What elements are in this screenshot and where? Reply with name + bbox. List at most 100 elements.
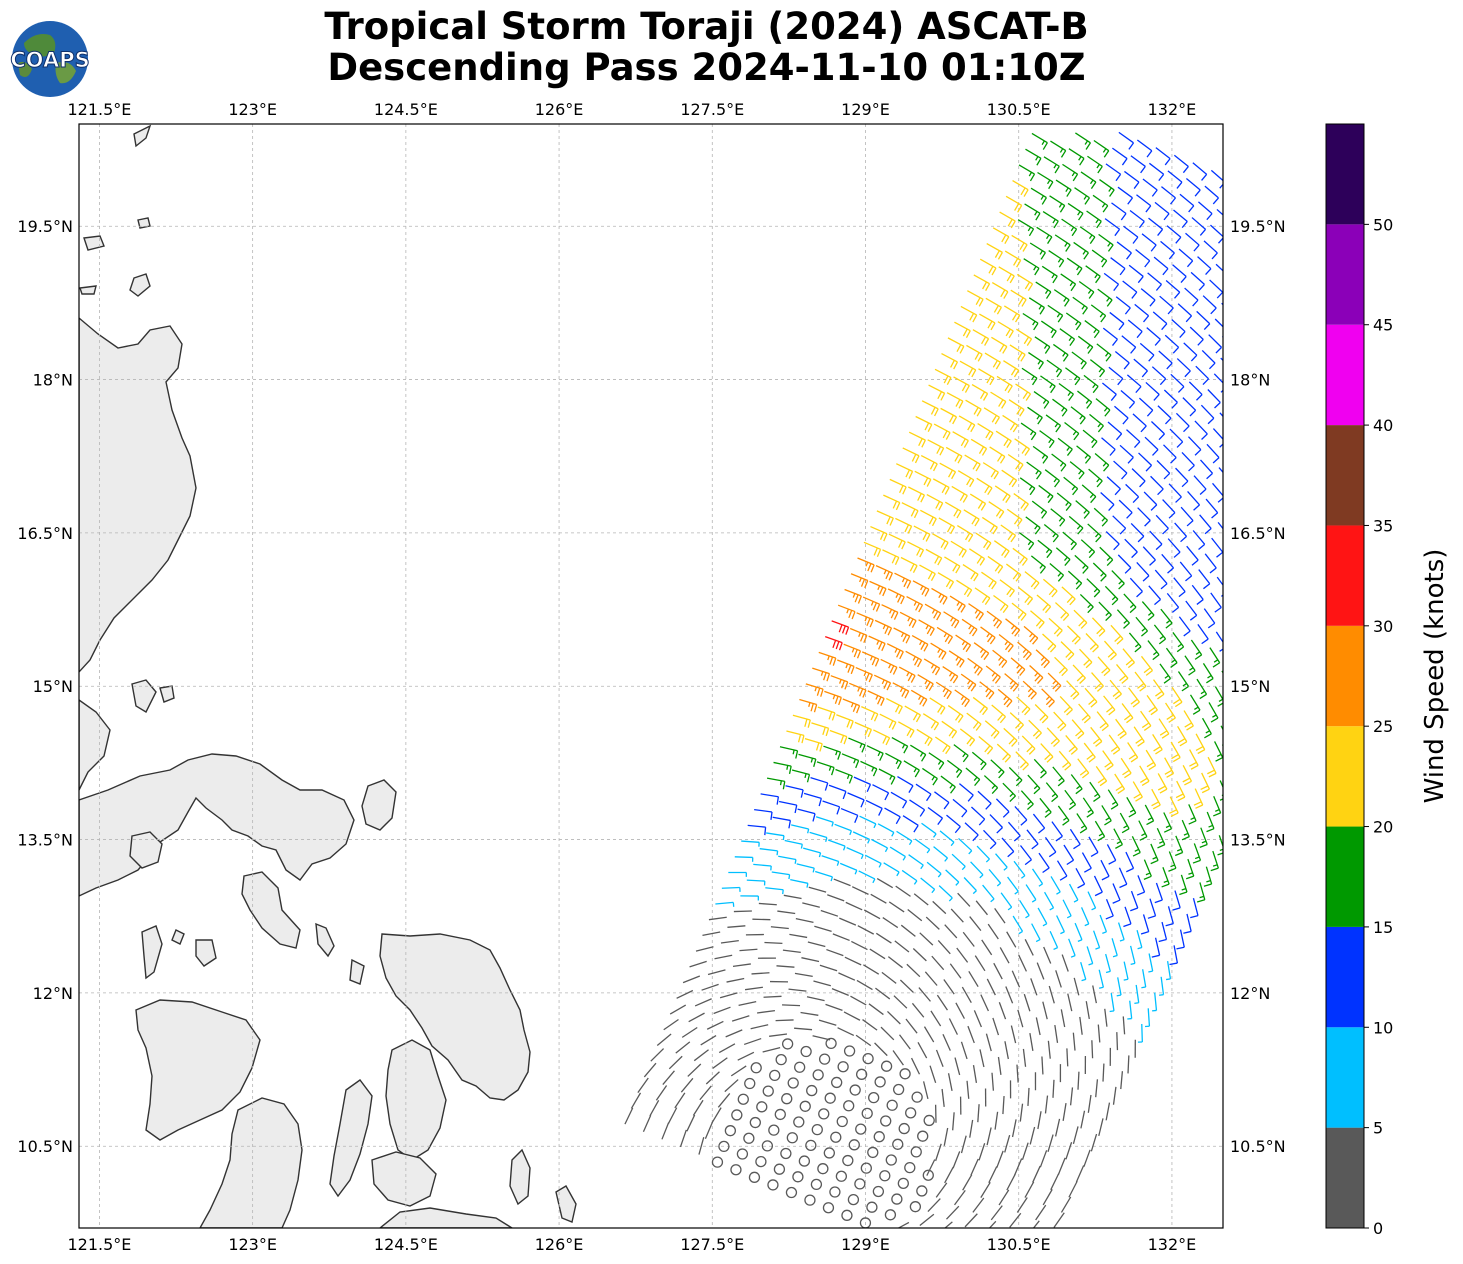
wind-barb [920,454,938,472]
wind-barb [1212,482,1223,503]
wind-barb [984,720,1000,739]
calm-marker [880,1115,892,1127]
wind-barb [817,706,836,721]
wind-barb [675,1041,691,1054]
wind-barb [1130,522,1145,543]
wind-barb [1109,992,1115,1013]
wind-barb [829,729,848,745]
wind-barb [1032,1165,1041,1183]
wind-barb [739,948,758,952]
land-bicol [79,753,355,897]
wind-barb [911,635,929,652]
wind-barb [1047,1040,1051,1059]
wind-barb [997,688,1013,708]
wind-barb [1165,647,1178,668]
lat-label-left: 12°N [33,984,73,1003]
wind-barb [1036,226,1053,244]
wind-barb [1100,859,1110,881]
wind-barb [1128,264,1144,284]
wind-barb [1004,1134,1011,1153]
lat-label-right: 16.5°N [1230,524,1286,543]
wind-barb [1041,688,1055,708]
calm-marker [731,1109,743,1121]
wind-barb [1038,484,1054,504]
colorbar-bin [1326,1027,1364,1128]
wind-barb [1111,570,1125,590]
wind-barb [706,1020,724,1030]
wind-barb [1177,303,1193,323]
wind-barb [1077,758,1090,779]
wind-barb [776,965,795,968]
wind-barb [1141,969,1147,989]
wind-barb [1076,813,1088,834]
wind-barb [1076,445,1092,464]
wind-barb [1181,819,1190,841]
wind-barb [759,848,779,856]
wind-barb [757,1009,776,1014]
wind-barb [908,854,924,870]
wind-barb [1113,460,1128,480]
wind-barb [1078,280,1095,299]
wind-barb [1087,155,1103,174]
wind-barb [1032,813,1046,834]
wind-barb [969,548,986,566]
wind-barb [990,391,1007,409]
wind-barb [1125,851,1135,873]
wind-barb [958,837,973,855]
wind-barb [1128,687,1140,708]
wind-barb [998,634,1014,653]
wind-barb [1013,493,1029,511]
wind-barb [1043,523,1059,543]
wind-barb [1183,710,1194,731]
calm-marker [786,1132,798,1144]
wind-barb [905,1018,918,1034]
wind-barb [875,932,892,944]
wind-barb [728,871,747,877]
wind-barb [1148,217,1164,236]
wind-barb [1116,1032,1119,1051]
wind-barb [968,603,984,621]
wind-barb [981,571,997,590]
colorbar-frame [1325,123,1365,1229]
wind-barb [873,729,891,746]
calm-marker [780,1147,792,1160]
wind-barb [861,706,879,722]
wind-barb [972,1065,978,1084]
wind-barb [877,823,895,837]
wind-barb [894,572,912,589]
wind-barb [1016,696,1031,716]
wind-barb [1011,1119,1017,1138]
wind-barb [888,901,905,913]
wind-barb [1038,852,1050,874]
wind-barb [1047,1134,1054,1153]
colorbar-bin [1326,826,1364,927]
wind-barb [945,869,960,886]
wind-barb [1199,514,1212,535]
wind-barb [1080,1110,1086,1129]
wind-barb [869,948,886,960]
wind-barb [1099,546,1114,566]
wind-barb [1022,1048,1027,1067]
wind-barb [913,893,929,906]
wind-barb [687,1063,702,1077]
wind-barb [680,1077,694,1093]
calm-marker [818,1053,831,1065]
wind-barb [1118,131,1135,150]
calm-marker [773,1163,786,1175]
wind-barb [1204,185,1219,205]
wind-barb [1195,733,1206,755]
wind-barb [1163,444,1177,464]
wind-barb [986,242,1003,260]
wind-barb [816,761,835,776]
wind-barb [1213,373,1223,393]
wind-barb [693,1049,709,1062]
wind-barb [860,760,878,777]
wind-barb [1085,633,1099,653]
wind-barb [827,839,846,851]
colorbar-tick-label: 10 [1373,1018,1393,1037]
wind-barb [1212,428,1223,448]
wind-barb [731,1015,750,1022]
calm-marker [767,1179,779,1191]
colorbar-bin [1326,224,1364,325]
